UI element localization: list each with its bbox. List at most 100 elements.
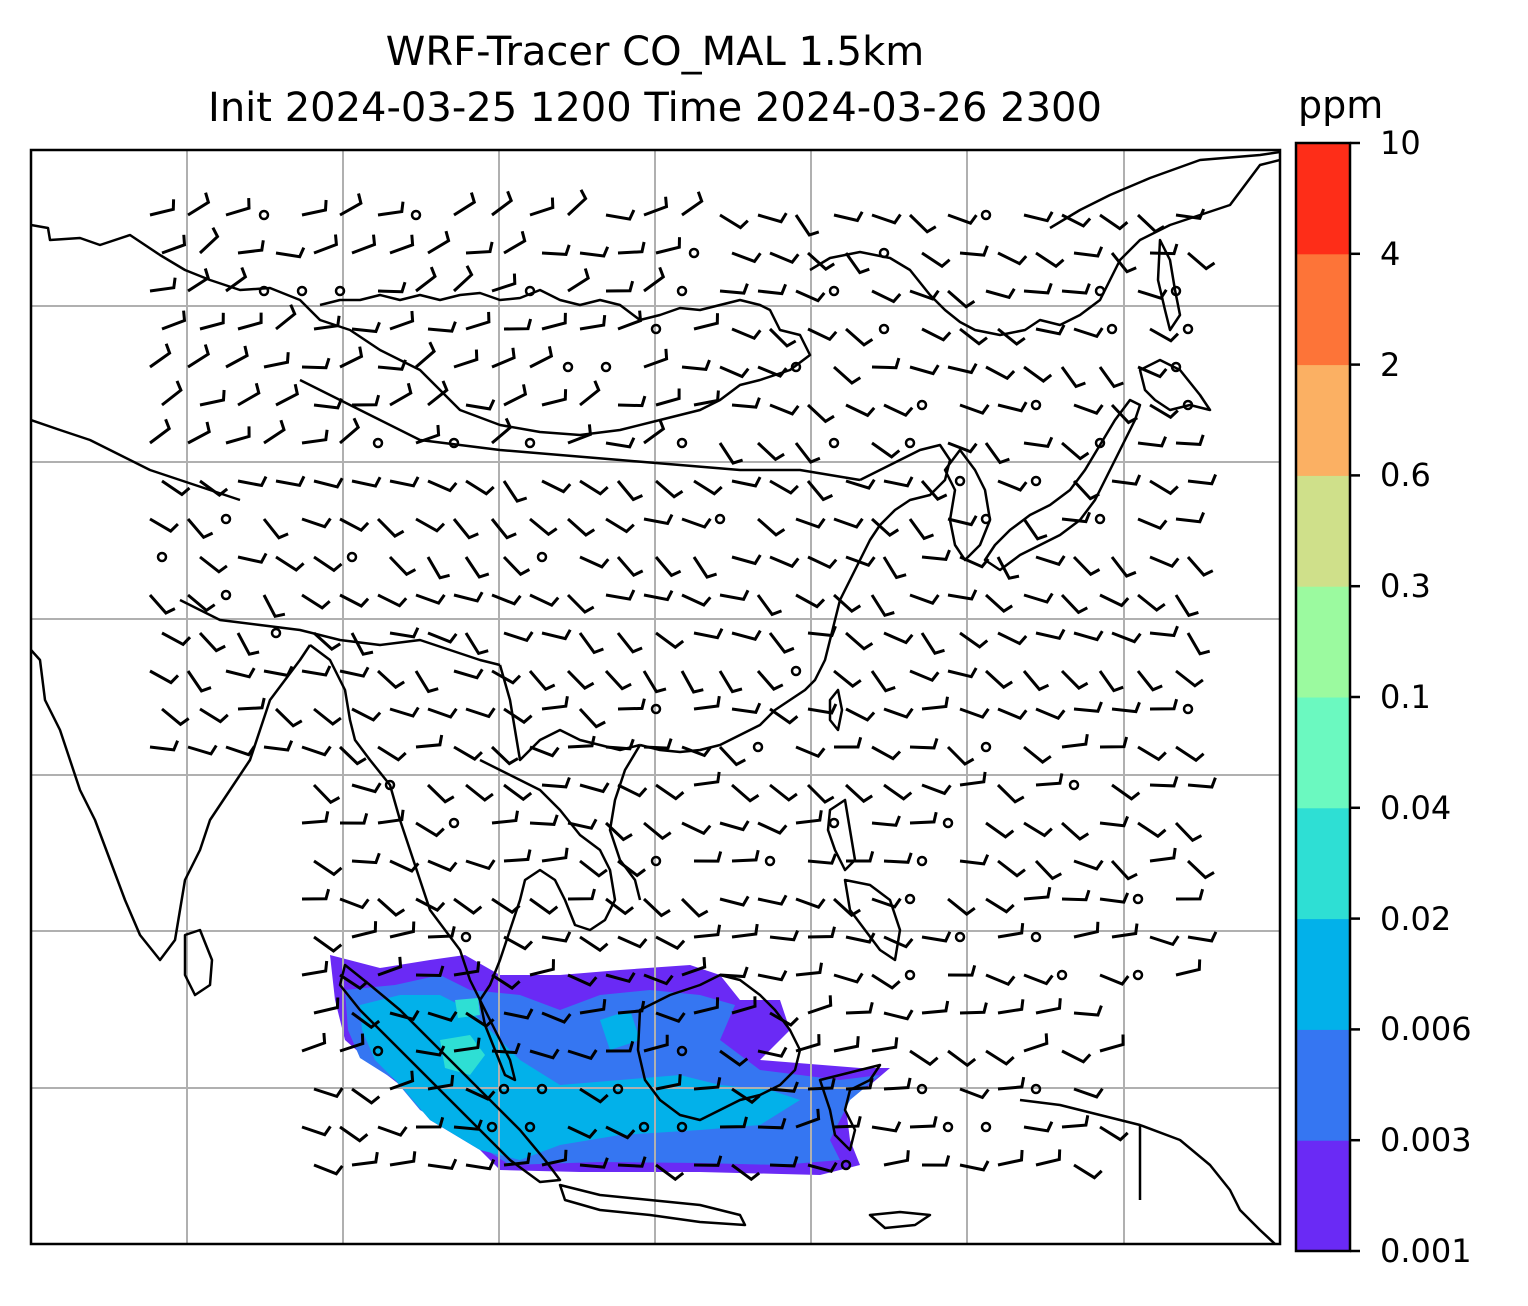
calm-marker [1030,1083,1042,1095]
wind-barb [1149,625,1179,638]
wind-barb [731,783,760,803]
colorbar-segment [1296,697,1350,809]
wind-barb [236,632,260,656]
wind-barb [225,345,249,369]
wind-barb [681,517,712,529]
wind-barb [731,251,762,264]
wind-barb [415,593,446,605]
wind-barb [883,631,914,645]
wind-barb [313,935,343,953]
wind-barb [921,1000,950,1015]
coast-sumatra [338,963,562,1184]
wind-barb [1072,555,1101,577]
wind-barb [833,972,864,984]
wind-barb [426,556,450,580]
wind-barb [225,426,251,445]
calm-marker [828,817,840,829]
wind-barb [301,665,332,677]
wind-barb [834,736,863,749]
wind-barb [871,897,902,909]
wind-barb [871,213,902,225]
calm-marker [486,1121,498,1133]
wind-barb [693,924,722,939]
wind-barb [528,670,556,692]
wind-barb [161,234,187,255]
wind-barb [453,1037,481,1053]
wind-barb [769,1011,799,1027]
wind-barb [453,192,477,217]
calm-marker [258,285,270,297]
calm-marker [536,551,548,563]
wind-barb [920,480,948,501]
wind-barb [339,812,369,825]
wind-barb [985,973,1016,987]
wind-barb [377,1125,408,1137]
wind-barb [985,365,1016,381]
wind-barb [503,707,533,725]
calm-marker [1030,399,1042,411]
wind-barb [1061,441,1090,461]
wind-barb [149,199,176,217]
wind-barb [503,631,534,643]
wind-barb [769,930,799,942]
wind-barb [997,251,1028,266]
wind-barb [1175,888,1205,901]
colorbar-tick-label: 0.3 [1380,567,1431,606]
wind-barb [845,403,876,418]
wind-barb [301,357,331,370]
wind-barb [1149,555,1180,569]
wind-barb [1137,745,1167,762]
wind-barb [845,631,874,651]
wind-barb [187,744,218,756]
wind-barb [883,1009,914,1021]
wind-barb [1099,1034,1125,1053]
wind-barb [883,935,914,949]
wind-barb [350,632,374,656]
wind-barb [693,628,724,640]
wind-barb [313,315,341,331]
calm-marker [1068,779,1080,791]
wind-barb [997,1076,1026,1091]
wind-barb [149,740,179,752]
wind-barb [415,517,446,533]
wind-barb [389,1151,417,1167]
calm-marker [600,361,612,373]
wind-barb [985,897,1015,914]
calm-marker [764,855,776,867]
coast-malay [478,998,517,1082]
wind-barb [452,518,479,540]
calm-marker [1170,285,1182,297]
wind-barb [541,776,571,789]
wind-barb [503,849,532,863]
wind-barb [566,189,588,217]
wind-barb [1136,670,1163,692]
calm-marker [1106,323,1118,335]
wind-barb [832,897,861,918]
wind-barb [262,594,286,619]
wind-barb [769,479,799,495]
wind-barb [1149,698,1179,711]
wind-barb [807,703,838,715]
plume-level-0.02 [440,1035,485,1075]
wind-barb [996,556,1020,580]
wind-barb [541,847,569,863]
wind-barb [693,390,720,407]
wind-barb [655,1074,682,1091]
wind-barb [921,327,952,342]
wind-barb [883,1150,910,1167]
calm-marker [372,1045,384,1057]
wind-barb [807,625,837,638]
wind-barb [313,707,342,726]
wind-barb [567,888,596,901]
wind-barb [579,555,610,569]
wind-barb [681,956,707,977]
wind-barb [567,424,593,445]
wind-barb [186,670,212,693]
border-china-mongolia [299,378,861,482]
wind-barb [947,289,976,309]
wind-barb [757,1117,787,1130]
wind-barb [795,1034,821,1053]
calm-marker [904,969,916,981]
wind-barb [503,1152,531,1167]
coast-philippines-luzon [826,798,857,872]
